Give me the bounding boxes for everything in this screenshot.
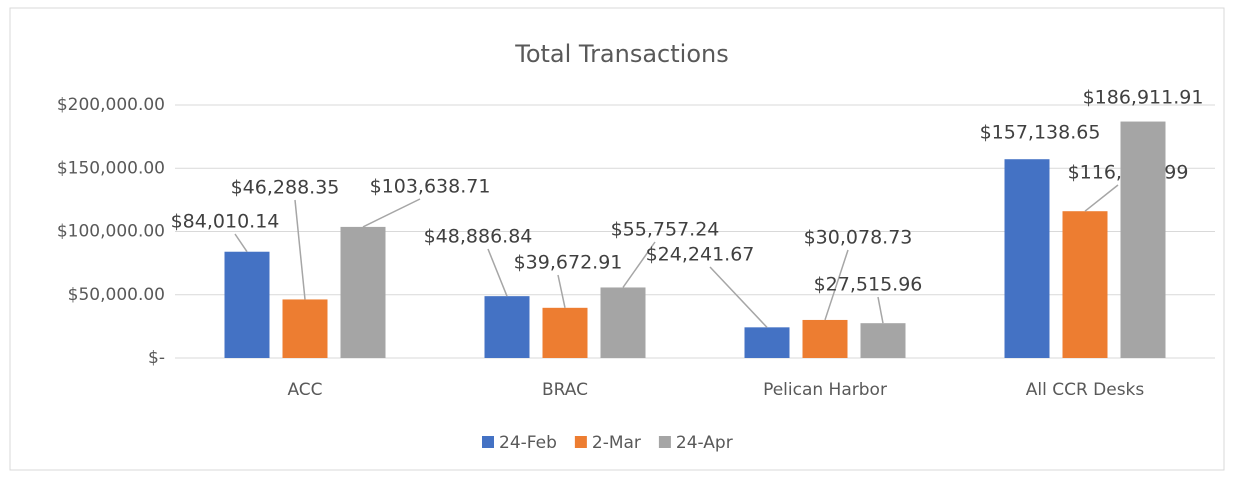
legend-swatch (482, 436, 494, 448)
y-tick-label: $50,000.00 (68, 285, 165, 305)
data-label: $46,288.35 (231, 177, 340, 199)
data-label: $27,515.96 (814, 274, 923, 296)
bar (340, 226, 386, 358)
leader-line (362, 198, 421, 228)
legend-label: 24-Feb (499, 433, 557, 453)
leader-line (487, 248, 508, 297)
data-label: $55,757.24 (611, 219, 720, 241)
data-label: $103,638.71 (370, 176, 491, 198)
leader-line (294, 199, 306, 300)
bar (802, 319, 848, 358)
data-label: $24,241.67 (646, 244, 755, 266)
bar (224, 251, 270, 358)
data-label: $48,886.84 (424, 226, 533, 248)
bar (1004, 159, 1050, 358)
data-label: $84,010.14 (171, 211, 280, 233)
leader-line (877, 296, 884, 324)
chart-title: Total Transactions (514, 40, 728, 68)
bar (744, 327, 790, 358)
x-tick-label: BRAC (542, 380, 588, 400)
legend-swatch (658, 436, 671, 448)
leader-line (234, 233, 248, 253)
data-label: $157,138.65 (980, 122, 1101, 144)
x-tick-label: ACC (287, 380, 322, 400)
x-tick-label: Pelican Harbor (763, 380, 887, 400)
x-tick-label: All CCR Desks (1026, 380, 1145, 400)
legend-label: 24-Apr (676, 433, 733, 453)
leader-line (709, 266, 768, 328)
bar (484, 296, 530, 358)
bar (282, 299, 328, 358)
bar (600, 287, 646, 358)
y-tick-label: $- (148, 348, 165, 368)
y-tick-label: $200,000.00 (57, 95, 165, 115)
legend-swatch (574, 436, 587, 448)
y-tick-label: $150,000.00 (57, 158, 165, 178)
bar (860, 323, 906, 358)
leader-line (622, 241, 656, 288)
bar (542, 307, 588, 358)
data-label: $186,911.91 (1083, 87, 1204, 109)
data-label: $39,672.91 (514, 252, 623, 274)
leader-line (824, 249, 849, 321)
y-tick-label: $100,000.00 (57, 222, 165, 242)
bar (1120, 121, 1166, 359)
bar (1062, 211, 1108, 358)
data-label: $30,078.73 (804, 227, 913, 249)
legend-label: 2-Mar (592, 433, 641, 453)
leader-line (1084, 184, 1119, 212)
leader-line (557, 274, 566, 308)
